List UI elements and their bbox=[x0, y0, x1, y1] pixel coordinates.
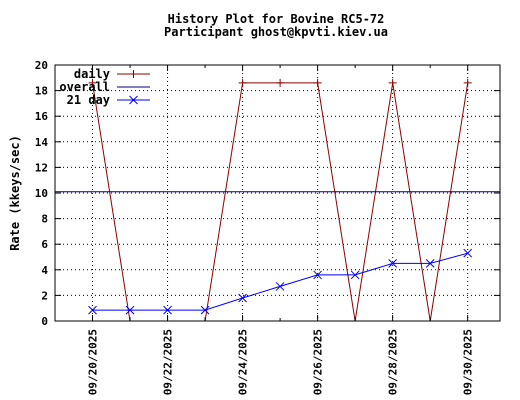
legend-label-daily: daily bbox=[74, 67, 110, 81]
point-day21 bbox=[275, 282, 285, 291]
plot-frame bbox=[54, 64, 501, 322]
legend-marker-day21 bbox=[129, 95, 138, 105]
x-tick-label: 09/20/2025 bbox=[87, 329, 100, 395]
plot-border bbox=[54, 64, 501, 322]
chart-title: History Plot for Bovine RC5-72 bbox=[168, 12, 385, 26]
point-day21 bbox=[200, 305, 210, 315]
y-tick-label: 14 bbox=[35, 136, 49, 149]
point-daily bbox=[463, 78, 472, 87]
point-daily bbox=[238, 78, 247, 87]
y-tick-label: 18 bbox=[35, 85, 48, 98]
y-axis-label: Rate (kkeys/sec) bbox=[8, 135, 22, 251]
series-layer bbox=[55, 78, 500, 321]
y-tick-label: 2 bbox=[41, 289, 48, 302]
y-tick-label: 8 bbox=[41, 213, 48, 226]
point-day21 bbox=[313, 270, 322, 280]
point-day21 bbox=[350, 270, 360, 280]
y-axis-ticks: 0 2 4 6 8 10 12 14 16 18 20 bbox=[35, 59, 500, 328]
point-daily bbox=[388, 78, 397, 87]
y-tick-label: 12 bbox=[35, 161, 48, 174]
point-daily bbox=[88, 78, 97, 87]
grid bbox=[55, 65, 500, 321]
y-tick-label: 0 bbox=[41, 315, 48, 328]
x-tick-label: 09/30/2025 bbox=[462, 329, 475, 395]
x-tick-label: 09/26/2025 bbox=[312, 329, 325, 395]
series-line-daily bbox=[92, 82, 469, 321]
legend-marker-daily bbox=[129, 70, 138, 78]
y-tick-label: 10 bbox=[35, 187, 48, 200]
y-tick-label: 6 bbox=[41, 238, 48, 251]
x-tick-label: 09/24/2025 bbox=[237, 329, 250, 395]
point-day21 bbox=[388, 259, 398, 268]
x-tick-label: 09/28/2025 bbox=[387, 329, 400, 395]
series-daily bbox=[88, 78, 472, 321]
y-tick-label: 4 bbox=[41, 264, 48, 277]
point-day21 bbox=[163, 305, 172, 315]
point-daily bbox=[313, 78, 322, 87]
point-day21 bbox=[238, 293, 247, 303]
x-tick-label: 09/22/2025 bbox=[162, 329, 175, 395]
point-day21 bbox=[88, 305, 97, 315]
point-day21 bbox=[463, 248, 473, 258]
chart-subtitle: Participant ghost@kpvti.kiev.ua bbox=[164, 25, 388, 39]
y-tick-label: 16 bbox=[35, 110, 49, 123]
y-tick-label: 20 bbox=[35, 59, 48, 72]
series-day21 bbox=[88, 248, 473, 315]
x-axis-ticks: 09/20/2025 09/22/2025 09/24/2025 09/26/2025… bbox=[54, 65, 475, 395]
point-day21 bbox=[425, 259, 435, 268]
legend-label-day21: 21 day bbox=[67, 93, 110, 107]
legend-label-overall: overall bbox=[59, 80, 110, 94]
point-day21 bbox=[125, 305, 135, 315]
series-line-day21 bbox=[92, 252, 468, 311]
point-daily bbox=[276, 78, 285, 87]
